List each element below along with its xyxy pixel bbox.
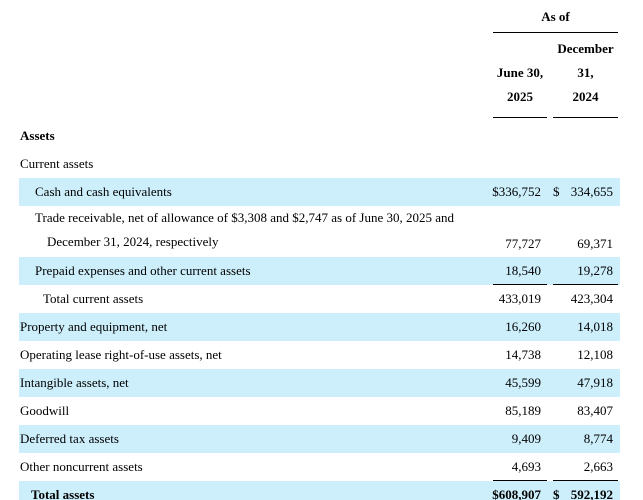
value-dec-2024: 8,774 — [583, 431, 613, 446]
row-label: Property and equipment, net — [20, 319, 168, 334]
value-june-2025: 16,260 — [505, 319, 541, 334]
row-label: Total current assets — [43, 291, 144, 306]
column-header-line: 2025 — [507, 89, 533, 104]
value-dec-2024: 19,278 — [577, 262, 613, 278]
row-label: Cash and cash equivalents — [35, 184, 172, 199]
value-june-2025: $336,752 — [492, 184, 541, 199]
table-row-operating-lease-right-of-use: Operating lease right-of-use assets, net… — [19, 341, 620, 369]
value-june-2025: 9,409 — [511, 431, 541, 446]
table-row-other-noncurrent-assets: Other noncurrent assets 4,693 2,663 — [19, 453, 620, 481]
section-heading: Assets — [20, 128, 55, 143]
value-june-2025: 18,540 — [493, 257, 547, 285]
value-june-2025: 77,727 — [505, 236, 541, 251]
row-label: Deferred tax assets — [20, 431, 119, 446]
value-dec-2024: 592,192 — [570, 486, 613, 500]
row-label: Prepaid expenses and other current asset… — [35, 263, 251, 278]
column-header-june-30-2025: June 30, 2025 — [493, 61, 547, 118]
value-cell-dec-2024: $ 334,655 — [553, 178, 618, 206]
row-label-line2: December 31, 2024, respectively — [47, 234, 219, 249]
table-row-intangible-assets: Intangible assets, net 45,599 47,918 — [19, 369, 620, 397]
column-header-line: 2024 — [572, 89, 599, 104]
dollar-sign: $ — [553, 184, 560, 199]
row-label: Goodwill — [20, 403, 70, 418]
column-header-line: December — [557, 41, 614, 56]
value-dec-2024: 14,018 — [577, 319, 613, 334]
table-row-total-current-assets: Total current assets 433,019 423,304 — [19, 285, 620, 313]
table-row-trade-receivable: Trade receivable, net of allowance of $3… — [19, 206, 620, 257]
table-row-cash-and-cash-equivalents: Cash and cash equivalents $336,752 $ 334… — [19, 178, 620, 206]
table-row-goodwill: Goodwill 85,189 83,407 — [19, 397, 620, 425]
value-june-2025: 14,738 — [505, 347, 541, 362]
value-cell-dec-2024: 69,371 — [553, 206, 618, 257]
row-label: Other noncurrent assets — [20, 459, 143, 474]
assets-section-heading-row: Assets — [19, 122, 620, 150]
section-heading: Current assets — [20, 156, 94, 171]
value-june-2025: 4,693 — [493, 453, 547, 481]
value-cell-dec-2024: $ 592,192 — [553, 481, 618, 500]
row-label: Intangible assets, net — [20, 375, 129, 390]
value-june-2025: $608,907 — [492, 481, 547, 500]
as-of-label: As of — [493, 9, 618, 33]
value-june-2025: 433,019 — [498, 291, 541, 306]
value-cell-dec-2024: 12,108 — [553, 341, 618, 369]
table-row-prepaid-expenses: Prepaid expenses and other current asset… — [19, 257, 620, 285]
value-dec-2024: 2,663 — [583, 458, 613, 474]
row-label-line1: Trade receivable, net of allowance of $3… — [35, 210, 455, 225]
table-row-property-and-equipment: Property and equipment, net 16,260 14,01… — [19, 313, 620, 341]
value-june-2025: 45,599 — [505, 375, 541, 390]
value-dec-2024: 12,108 — [577, 347, 613, 362]
header-as-of-row: As of — [19, 6, 620, 33]
value-cell-dec-2024: 14,018 — [553, 313, 618, 341]
value-dec-2024: 69,371 — [577, 236, 613, 251]
value-cell-dec-2024: 8,774 — [553, 425, 618, 453]
value-june-2025: 85,189 — [505, 403, 541, 418]
value-dec-2024: 83,407 — [577, 403, 613, 418]
column-header-line: 31, — [577, 65, 594, 80]
table-row-deferred-tax-assets: Deferred tax assets 9,409 8,774 — [19, 425, 620, 453]
value-dec-2024: 47,918 — [577, 375, 613, 390]
row-label: Total assets — [31, 487, 95, 500]
table-row-total-assets: Total assets $608,907 $ 592,192 — [19, 481, 620, 500]
row-label: Operating lease right-of-use assets, net — [20, 347, 222, 362]
header-date-columns-row: June 30, 2025 December 31, 2024 — [19, 37, 620, 118]
value-cell-dec-2024: 47,918 — [553, 369, 618, 397]
current-assets-heading-row: Current assets — [19, 150, 620, 178]
column-header-december-31-2024: December 31, 2024 — [553, 37, 618, 118]
value-dec-2024: 423,304 — [570, 291, 613, 306]
value-cell-dec-2024: 2,663 — [553, 453, 618, 481]
dollar-sign: $ — [553, 486, 560, 500]
value-cell-dec-2024: 423,304 — [553, 285, 618, 313]
row-label: Trade receivable, net of allowance of $3… — [19, 206, 493, 257]
value-cell-dec-2024: 83,407 — [553, 397, 618, 425]
value-dec-2024: 334,655 — [570, 184, 613, 199]
value-cell-dec-2024: 19,278 — [553, 257, 618, 285]
column-header-line: June 30, — [496, 65, 544, 80]
